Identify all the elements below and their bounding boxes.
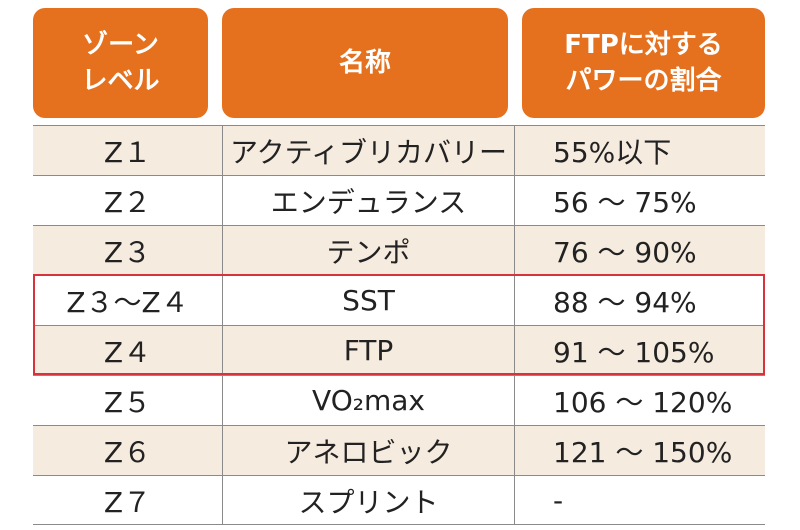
table-row: Z５ VO₂max 106 ～ 120% <box>33 375 765 425</box>
table-cell: SST <box>222 276 515 325</box>
table-cell: 55%以下 <box>553 135 672 169</box>
table-row: Z４ FTP 91 ～ 105% <box>33 325 765 375</box>
table-cell: Z２ <box>103 185 152 219</box>
table-cell: 56 ～ 75% <box>553 185 697 219</box>
table-cell: 76 ～ 90% <box>553 235 697 269</box>
table-cell: FTP <box>222 326 515 375</box>
header-line: FTPに対する <box>564 30 723 60</box>
table-cell: Z３ <box>103 235 152 269</box>
header-line: 名称 <box>338 48 391 78</box>
table-cell: 121 ～ 150% <box>553 435 733 469</box>
header-cell: ゾーン レベル <box>33 8 208 118</box>
header-line: パワーの割合 <box>565 66 722 96</box>
table-cell: Z７ <box>103 485 152 519</box>
highlight-box <box>33 274 765 375</box>
table-cell: VO₂max <box>222 376 515 425</box>
table-cell: アクティブリカバリー <box>222 126 515 175</box>
table-cell: Z１ <box>103 135 152 169</box>
table-cell: Z４ <box>103 335 152 369</box>
table-cell: - <box>553 484 564 517</box>
table-row: Z６ アネロビック 121 ～ 150% <box>33 425 765 475</box>
header-line: ゾーン <box>82 30 159 60</box>
table-cell: 91 ～ 105% <box>553 335 715 369</box>
header-line: レベル <box>81 66 160 96</box>
table-row: Z２ エンデュランス 56 ～ 75% <box>33 175 765 225</box>
table-cell: 88 ～ 94% <box>553 285 697 319</box>
table-row: Z７ スプリント - <box>33 475 765 525</box>
header-cell: FTPに対する パワーの割合 <box>522 8 765 118</box>
table-cell: Z６ <box>103 435 152 469</box>
table-row: Z３ テンポ 76 ～ 90% <box>33 225 765 275</box>
table-cell: エンデュランス <box>222 176 515 225</box>
header-cell: 名称 <box>222 8 508 118</box>
table-cell: 106 ～ 120% <box>553 385 733 419</box>
table-row: Z３～Z４ SST 88 ～ 94% <box>33 275 765 325</box>
table-cell: スプリント <box>222 476 515 525</box>
table-row: Z１ アクティブリカバリー 55%以下 <box>33 125 765 175</box>
table-cell: アネロビック <box>222 426 515 475</box>
table-cell: Z３～Z４ <box>66 285 189 319</box>
table-cell: Z５ <box>103 385 152 419</box>
table-cell: テンポ <box>222 226 515 275</box>
